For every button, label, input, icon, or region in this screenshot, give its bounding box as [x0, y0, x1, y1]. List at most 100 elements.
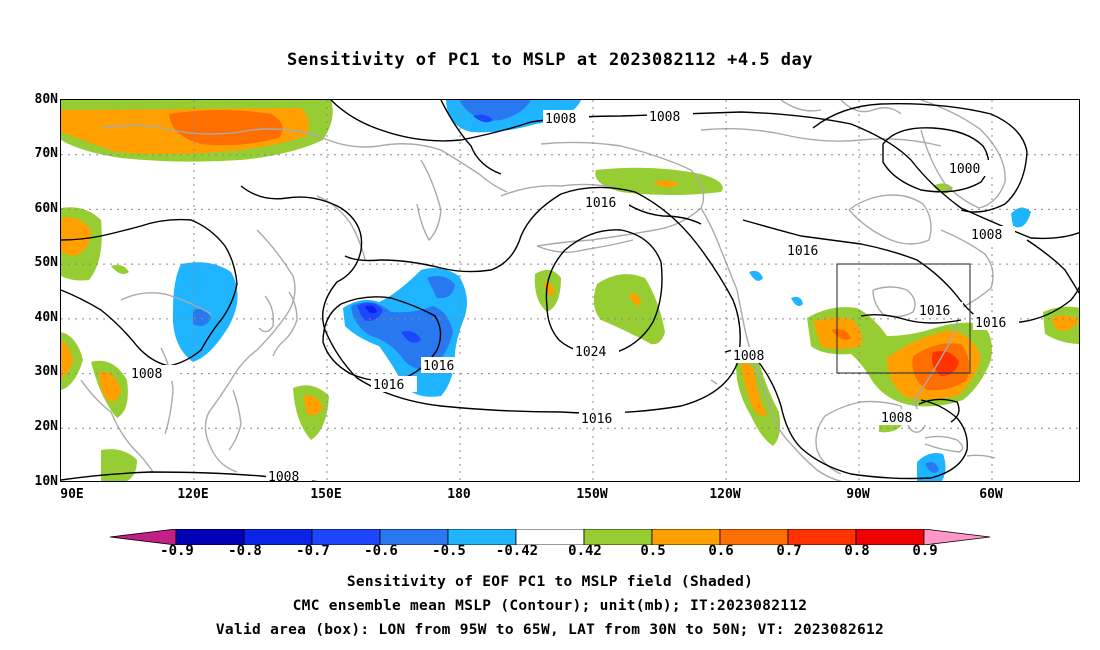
colorbar-tick-label: -0.7	[296, 543, 330, 559]
contour-1008-low-outer	[812, 103, 1028, 213]
coastline-alaska-peninsula	[536, 239, 634, 253]
coastline-layer	[80, 100, 1006, 481]
coastline-canada-west	[700, 207, 792, 445]
coastline-gulf	[815, 400, 902, 475]
contour-1008-arctic-b	[440, 100, 502, 175]
contour-label-layer: 1008 1008 1000 1008 1016 1016 1016 1016 …	[129, 108, 1019, 482]
map-canvas: 1008 1008 1000 1008 1016 1016 1016 1016 …	[61, 100, 1079, 482]
colorbar-tick-label: -0.9	[160, 543, 194, 559]
shade-region-darkblue	[473, 114, 493, 123]
contour-1000-low	[882, 127, 990, 193]
shade-region-green	[111, 264, 129, 274]
shade-region-orange-strong	[831, 329, 851, 340]
contour-1016-northeast	[860, 313, 962, 324]
contour-label: 1016	[373, 378, 404, 393]
coastline-arctic-islands	[780, 100, 902, 115]
contour-1016-eastern	[742, 219, 1079, 323]
shade-region-orange	[303, 395, 323, 416]
coastline-tibet	[120, 292, 212, 315]
contour-label: 1008	[268, 470, 299, 482]
contour-1024-high	[545, 229, 663, 355]
coastline-great-lakes	[872, 286, 916, 318]
coastline-labrador	[940, 229, 994, 309]
colorbar-tick-label: 0.42	[568, 543, 602, 559]
colorbar	[110, 529, 991, 545]
lat-label-50n: 50N	[34, 255, 58, 270]
coastline-okhotsk	[316, 195, 366, 261]
coastline-japan	[272, 291, 298, 357]
contour-label: 1008	[881, 411, 912, 426]
contour-label: 1016	[919, 304, 950, 319]
shade-region-blue	[427, 276, 455, 299]
lon-label-150w: 150W	[576, 487, 608, 502]
shade-region-orange	[543, 281, 555, 296]
colorbar-tick-label: 0.7	[776, 543, 802, 559]
mslp-contour-layer	[61, 100, 1079, 481]
coastline-philippines	[228, 389, 242, 451]
shaded-sensitivity-layer	[61, 100, 1079, 481]
contour-label: 1008	[131, 367, 162, 382]
contour-label: 1016	[423, 359, 454, 374]
colorbar-tick-label: 0.8	[844, 543, 870, 559]
contour-label: 1016	[975, 316, 1006, 331]
contour-label: 1008	[971, 228, 1002, 243]
shade-region-orange	[61, 217, 91, 256]
coastline-mexico	[790, 443, 843, 481]
shade-region-green	[593, 274, 665, 345]
shade-region-verydarkblue	[365, 305, 377, 314]
shade-region-red	[932, 351, 959, 376]
lon-label-120w: 120W	[709, 487, 741, 502]
lon-label-90w: 90W	[846, 487, 870, 502]
lat-label-60n: 60N	[34, 201, 58, 216]
shade-region-lightblue	[749, 270, 763, 281]
coastline-arctic-canada	[700, 127, 942, 147]
coastline-greenland	[920, 100, 1006, 209]
contour-1008-mexico	[724, 349, 968, 480]
contour-label: 1016	[585, 196, 616, 211]
shade-region-orange	[99, 371, 121, 402]
lat-label-10n: 10N	[34, 474, 58, 489]
coastline-indochina	[160, 347, 174, 435]
colorbar-tick-label: -0.5	[432, 543, 466, 559]
shade-region-orange	[653, 180, 679, 188]
contour-label: 1008	[649, 110, 680, 125]
contour-1008-east-extra	[1026, 239, 1079, 295]
shade-region-green	[101, 449, 137, 481]
lon-label-180: 180	[447, 487, 471, 502]
lat-label-70n: 70N	[34, 146, 58, 161]
coastline-kamchatka	[416, 159, 442, 242]
map-title: Sensitivity of PC1 to MSLP at 2023082112…	[286, 50, 813, 70]
lat-label-20n: 20N	[34, 419, 58, 434]
coastline-us-east	[912, 307, 962, 401]
shade-region-darkblue	[401, 331, 421, 343]
colorbar-tick-label: -0.8	[228, 543, 262, 559]
coastline-siberia	[100, 124, 508, 193]
contour-label: 1000	[949, 162, 980, 177]
shade-region-orange	[629, 293, 641, 306]
coastline-bering	[500, 183, 618, 197]
contour-label: 1024	[575, 345, 606, 360]
colorbar-tick-label: 0.9	[912, 543, 938, 559]
shade-region-orange	[741, 363, 767, 416]
caption-contour: CMC ensemble mean MSLP (Contour); unit(m…	[292, 598, 808, 614]
caption-valid-area: Valid area (box): LON from 95W to 65W, L…	[215, 622, 885, 638]
lon-label-150e: 150E	[310, 487, 342, 502]
contour-1016-west-loop	[322, 296, 442, 382]
contour-label: 1008	[545, 112, 576, 127]
lon-label-90e: 90E	[60, 487, 84, 502]
shade-region-orange-strong	[169, 110, 283, 146]
shade-region-lightblue	[1011, 207, 1031, 228]
contour-1008-caribbean-low	[918, 398, 960, 423]
caption-shaded: Sensitivity of EOF PC1 to MSLP field (Sh…	[346, 574, 754, 590]
coastline-southeast-asia	[80, 379, 154, 473]
contour-label: 1016	[581, 412, 612, 427]
colorbar-tick-label: 0.6	[708, 543, 734, 559]
lat-label-30n: 30N	[34, 364, 58, 379]
map-panel: 1008 1008 1000 1008 1016 1016 1016 1016 …	[60, 99, 1080, 482]
coastline-korea	[258, 295, 275, 333]
coastline-cuba	[924, 435, 964, 453]
colorbar-cell-max	[923, 529, 991, 545]
lon-label-60w: 60W	[979, 487, 1003, 502]
lon-label-120e: 120E	[177, 487, 209, 502]
colorbar-tick-label: -0.6	[364, 543, 398, 559]
